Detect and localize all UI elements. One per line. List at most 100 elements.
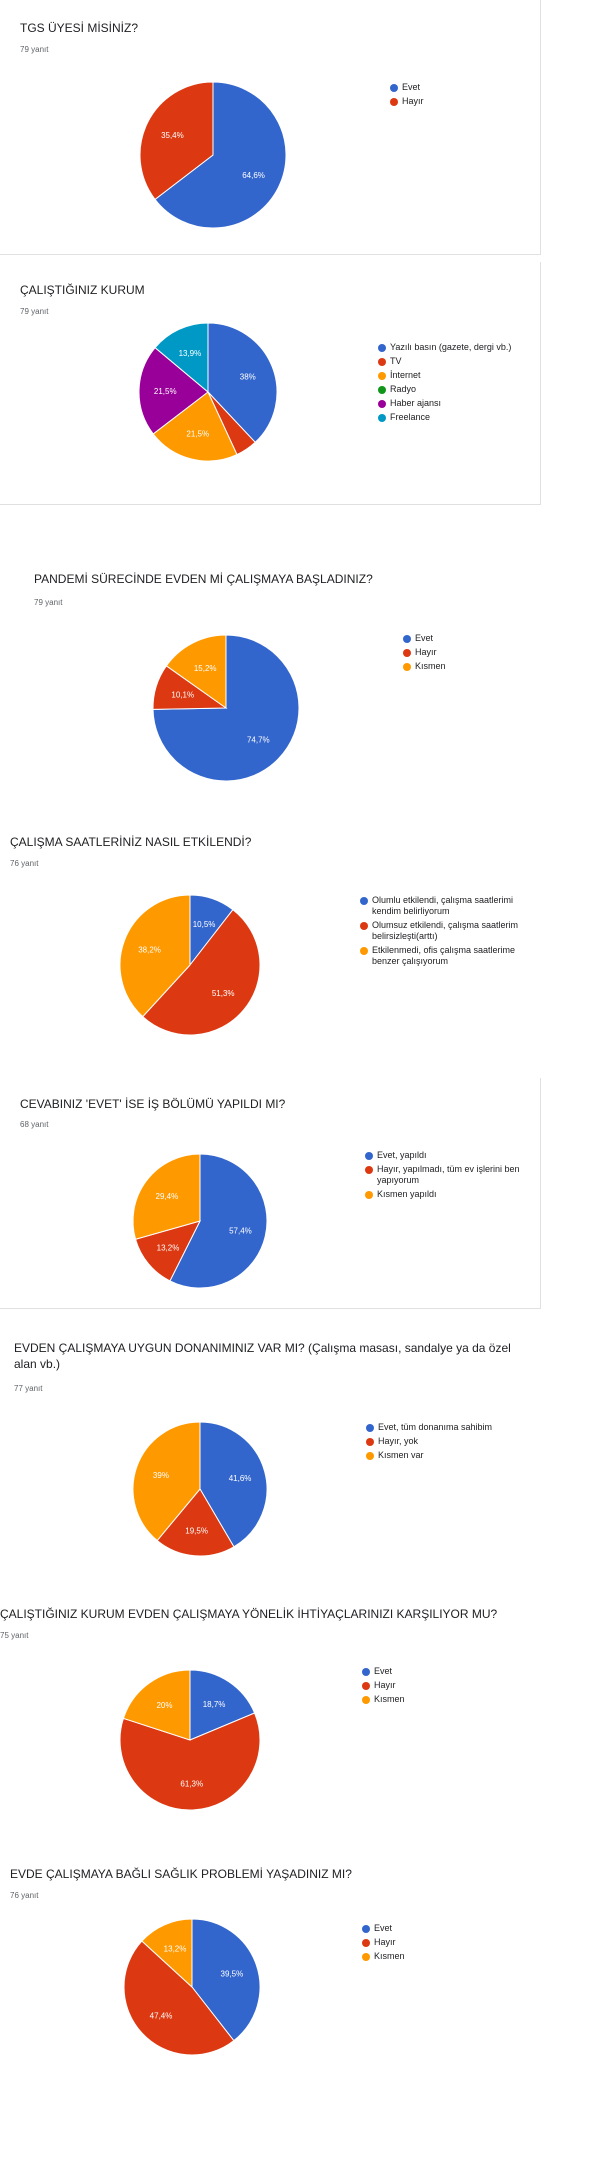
slice-data-label: 10,1% xyxy=(171,691,194,700)
legend-label: Kısmen xyxy=(374,1694,405,1704)
pie-slice-evet-t-m-donan-ma-sahibim[interactable] xyxy=(199,1421,268,1548)
pie-slice-k-smen[interactable] xyxy=(141,1918,193,1989)
legend-item-etkilenmedi-ofis-al-ma-saatlerime-benzer[interactable]: Etkilenmedi, ofis çalışma saatlerime ben… xyxy=(360,945,535,967)
legend-swatch xyxy=(360,897,368,905)
chart-card-working-hours: ÇALIŞMA SAATLERİNİZ NASIL ETKİLENDİ? 76 … xyxy=(0,820,560,1070)
legend-item-olumlu-etkilendi-al-ma-saatlerimi-kendim[interactable]: Olumlu etkilendi, çalışma saatlerimi ken… xyxy=(360,895,535,917)
legend-item-freelance[interactable]: Freelance xyxy=(378,412,540,423)
pie-slice-hay-r[interactable] xyxy=(119,1712,261,1811)
response-count: 75 yanıt xyxy=(0,1631,29,1640)
pie-slice-evet[interactable] xyxy=(152,634,300,782)
response-count: 79 yanıt xyxy=(20,45,49,54)
pie-slice-haber-ajans[interactable] xyxy=(138,346,209,435)
legend-label: İnternet xyxy=(390,370,421,380)
legend-swatch xyxy=(366,1424,374,1432)
pie-slice-evet-yap-ld[interactable] xyxy=(169,1153,268,1289)
legend-label: Etkilenmedi, ofis çalışma saatlerime ben… xyxy=(372,945,516,966)
pie-slice-hay-r[interactable] xyxy=(139,81,214,201)
legend-item-tv[interactable]: TV xyxy=(378,356,540,367)
legend-item-hay-r-yok[interactable]: Hayır, yok xyxy=(366,1436,536,1447)
question-title: TGS ÜYESİ MİSİNİZ? xyxy=(20,21,139,35)
legend: Olumlu etkilendi, çalışma saatlerimi ken… xyxy=(360,895,535,970)
legend-item-olumsuz-etkilendi-al-ma-saatlerim-belirs[interactable]: Olumsuz etkilendi, çalışma saatlerim bel… xyxy=(360,920,535,942)
pie-chart: 10,5% 51,3% 38,2% xyxy=(119,894,261,1036)
pie-slice-k-smen-yap-ld[interactable] xyxy=(132,1153,201,1240)
legend-label: Hayır, yapılmadı, tüm ev işlerini ben ya… xyxy=(377,1164,520,1185)
legend-swatch xyxy=(362,1953,370,1961)
legend-swatch xyxy=(378,358,386,366)
legend-item-hay-r[interactable]: Hayır xyxy=(403,647,553,658)
pie-slice-k-smen[interactable] xyxy=(165,634,227,709)
legend-swatch xyxy=(378,372,386,380)
legend-item-yaz-l-bas-n-gazete-dergi-vb[interactable]: Yazılı basın (gazete, dergi vb.) xyxy=(378,342,540,353)
legend-item-i-nternet[interactable]: İnternet xyxy=(378,370,540,381)
legend-item-evet[interactable]: Evet xyxy=(390,82,540,93)
legend-item-hay-r[interactable]: Hayır xyxy=(390,96,540,107)
slice-data-label: 57,4% xyxy=(229,1227,252,1236)
slice-data-label: 20% xyxy=(156,1701,172,1710)
legend-item-evet[interactable]: Evet xyxy=(362,1923,512,1934)
legend-swatch xyxy=(390,84,398,92)
chart-card-tgs-membership: TGS ÜYESİ MİSİNİZ? 79 yanıt 64,6% 35,4% E… xyxy=(0,0,541,255)
legend-label: Hayır, yok xyxy=(378,1436,419,1446)
legend-item-evet-t-m-donan-ma-sahibim[interactable]: Evet, tüm donanıma sahibim xyxy=(366,1422,536,1433)
pie-slice-hay-r[interactable] xyxy=(123,1940,235,2056)
legend-label: Olumlu etkilendi, çalışma saatlerimi ken… xyxy=(372,895,514,916)
legend-swatch xyxy=(365,1152,373,1160)
pie-chart: 39,5% 47,4% 13,2% xyxy=(123,1918,261,2056)
legend-item-hay-r[interactable]: Hayır xyxy=(362,1680,512,1691)
legend-item-hay-r[interactable]: Hayır xyxy=(362,1937,512,1948)
pie-slice-hay-r-yok[interactable] xyxy=(156,1488,235,1557)
legend-label: Yazılı basın (gazete, dergi vb.) xyxy=(390,342,512,352)
legend-item-evet-yap-ld[interactable]: Evet, yapıldı xyxy=(365,1150,535,1161)
legend-swatch xyxy=(362,1696,370,1704)
legend-item-hay-r-yap-lmad-t-m-ev-i-lerini-ben-yap-y[interactable]: Hayır, yapılmadı, tüm ev işlerini ben ya… xyxy=(365,1164,535,1186)
pie-slice-evet[interactable] xyxy=(191,1918,261,2042)
slice-data-label: 74,7% xyxy=(247,736,270,745)
legend-item-evet[interactable]: Evet xyxy=(362,1666,512,1677)
slice-data-label: 29,4% xyxy=(156,1192,179,1201)
slice-data-label: 38,2% xyxy=(138,945,161,954)
question-title: EVDE ÇALIŞMAYA BAĞLI SAĞLIK PROBLEMİ YAŞ… xyxy=(10,1867,352,1881)
legend-label: Hayır xyxy=(415,647,437,657)
legend-item-k-smen[interactable]: Kısmen xyxy=(362,1951,512,1962)
legend: Evet Hayır Kısmen xyxy=(403,633,553,675)
legend-label: Hayır xyxy=(402,96,424,106)
legend-item-k-smen[interactable]: Kısmen xyxy=(362,1694,512,1705)
question-title: EVDEN ÇALIŞMAYA UYGUN DONANIMINIZ VAR MI… xyxy=(14,1341,511,1371)
pie-slice-etkilenmedi-ofis-al-ma-saatlerime-benzer[interactable] xyxy=(119,894,191,1018)
legend-label: Hayır xyxy=(374,1680,396,1690)
pie-slice-k-smen-var[interactable] xyxy=(132,1421,201,1542)
legend-item-radyo[interactable]: Radyo xyxy=(378,384,540,395)
slice-data-label: 47,4% xyxy=(150,2012,173,2021)
pie-slice-k-smen[interactable] xyxy=(122,1669,191,1741)
pie-slice-freelance[interactable] xyxy=(154,322,209,394)
pie-slice-yaz-l-bas-n-gazete-dergi-vb[interactable] xyxy=(207,322,278,444)
pie-slice-hay-r-yap-lmad-t-m-ev-i-lerini-ben-yap-y[interactable] xyxy=(134,1220,201,1282)
legend-item-k-smen[interactable]: Kısmen xyxy=(403,661,553,672)
chart-card-institution: ÇALIŞTIĞINIZ KURUM 79 yanıt 38% 21,5% 21,5… xyxy=(0,262,541,505)
pie-chart: 18,7% 61,3% 20% xyxy=(119,1669,261,1811)
slice-data-label: 51,3% xyxy=(212,989,235,998)
response-count: 79 yanıt xyxy=(34,598,63,607)
legend-item-evet[interactable]: Evet xyxy=(403,633,553,644)
legend-item-k-smen-var[interactable]: Kısmen var xyxy=(366,1450,536,1461)
chart-card-division-of-labor: CEVABINIZ 'EVET' İSE İŞ BÖLÜMÜ YAPILDI M… xyxy=(0,1078,541,1309)
slice-data-label: 18,7% xyxy=(203,1700,226,1709)
response-count: 76 yanıt xyxy=(10,1891,39,1900)
response-count: 76 yanıt xyxy=(10,859,39,868)
pie-slice-evet[interactable] xyxy=(189,1669,256,1741)
pie-slice-olumsuz-etkilendi-al-ma-saatlerim-belirs[interactable] xyxy=(142,908,261,1036)
slice-data-label: 64,6% xyxy=(242,171,265,180)
legend-swatch xyxy=(365,1166,373,1174)
legend: Evet Hayır Kısmen xyxy=(362,1666,512,1708)
chart-card-employer-support: ÇALIŞTIĞINIZ KURUM EVDEN ÇALIŞMAYA YÖNEL… xyxy=(0,1596,589,1836)
legend-swatch xyxy=(378,344,386,352)
legend-item-k-smen-yap-ld[interactable]: Kısmen yapıldı xyxy=(365,1189,535,1200)
legend-swatch xyxy=(365,1191,373,1199)
chart-card-health-problems: EVDE ÇALIŞMAYA BAĞLI SAĞLIK PROBLEMİ YAŞ… xyxy=(0,1856,589,2096)
legend-item-haber-ajans[interactable]: Haber ajansı xyxy=(378,398,540,409)
pie-slice-i-nternet[interactable] xyxy=(152,391,238,462)
legend-label: Kısmen xyxy=(415,661,446,671)
pie-slice-evet[interactable] xyxy=(154,81,287,229)
